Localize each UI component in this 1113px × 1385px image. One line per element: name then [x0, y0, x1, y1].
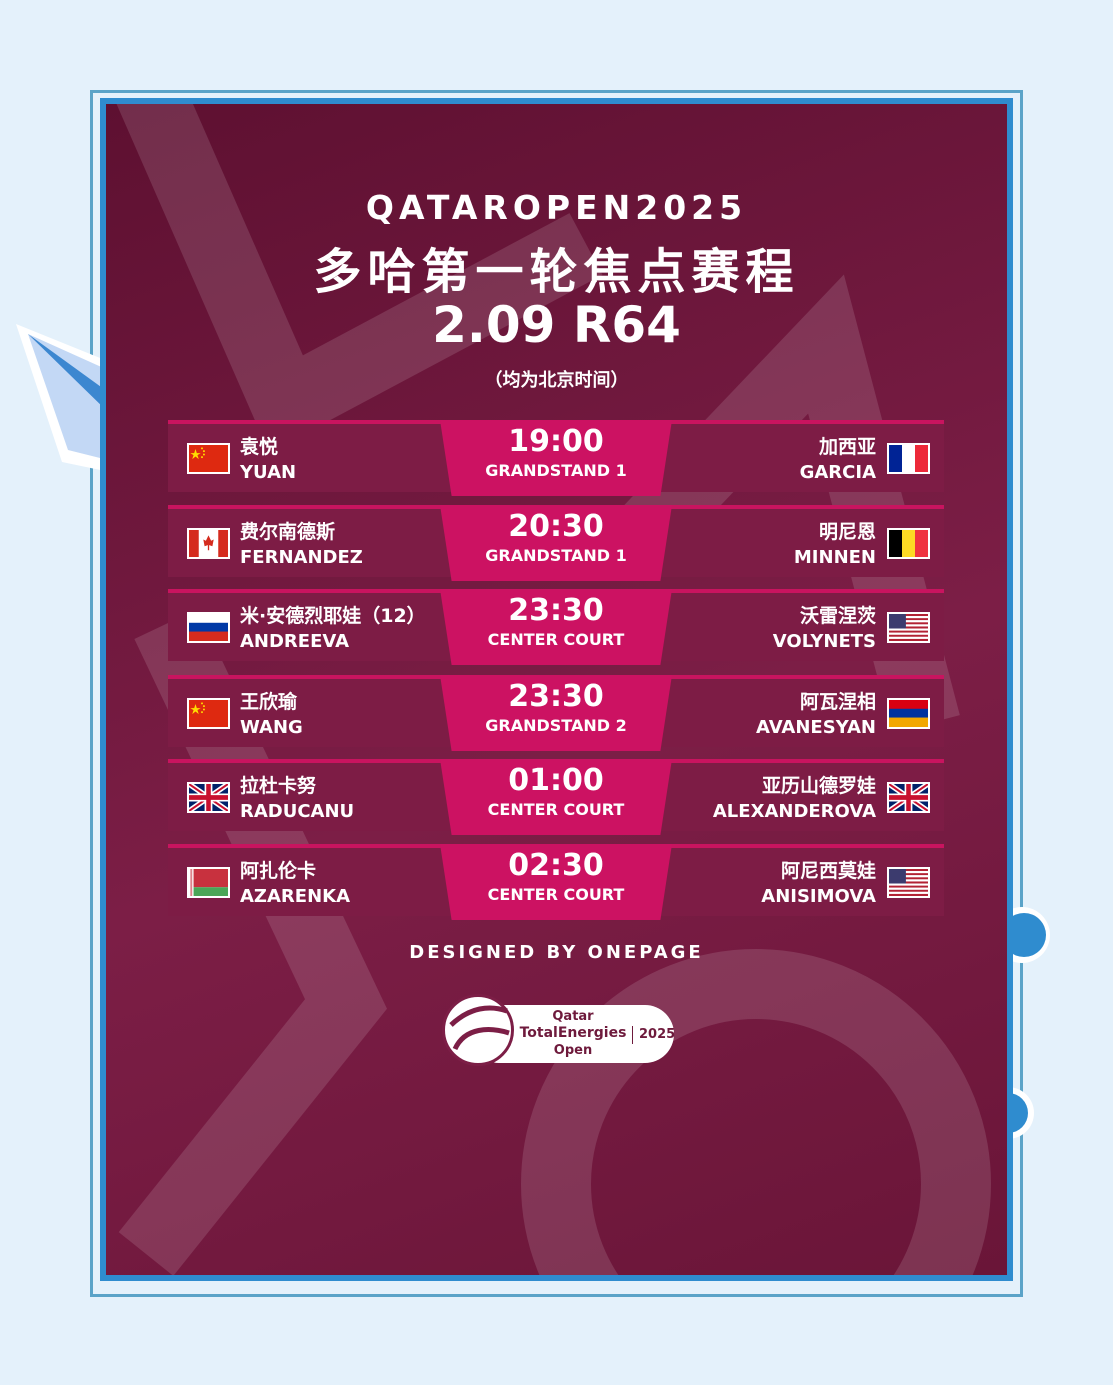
- match-row: 拉杜卡努 RADUCANU 01:00 CENTER COURT 亚历山德罗娃 ALE…: [168, 759, 944, 835]
- logo-year: 2025: [632, 1026, 675, 1044]
- left-player: 费尔南德斯 FERNANDEZ: [240, 519, 363, 571]
- logo-line2: TotalEnergies: [519, 1025, 627, 1041]
- player-name-en: ANISIMOVA: [761, 886, 876, 907]
- match-row: 费尔南德斯 FERNANDEZ 20:30 GRANDSTAND 1 明尼恩 MINN…: [168, 505, 944, 581]
- match-time-venue: 23:30 CENTER COURT: [440, 589, 672, 665]
- player-name-cn: 沃雷涅茨: [799, 605, 876, 627]
- match-row: 米·安德烈耶娃（12） ANDREEVA 23:30 CENTER COURT 沃雷…: [168, 589, 944, 665]
- player-name-cn: 阿扎伦卡: [240, 860, 317, 882]
- tournament-logo: Qatar TotalEnergies Open 2025: [442, 994, 676, 1066]
- match-venue: CENTER COURT: [487, 885, 625, 904]
- match-time-venue: 23:30 GRANDSTAND 2: [440, 675, 672, 751]
- left-player: 米·安德烈耶娃（12） ANDREEVA: [240, 603, 426, 655]
- match-time: 02:30: [508, 848, 604, 883]
- match-venue: CENTER COURT: [487, 800, 625, 819]
- match-time: 23:30: [508, 593, 604, 628]
- player-name-cn: 明尼恩: [818, 521, 876, 543]
- player-name-cn: 加西亚: [818, 436, 876, 458]
- flag-cn-icon: [187, 698, 230, 729]
- player-name-cn: 袁悦: [240, 436, 279, 458]
- match-venue: GRANDSTAND 1: [485, 546, 627, 565]
- match-venue: GRANDSTAND 2: [485, 716, 627, 735]
- right-player: 亚历山德罗娃 ALEXANDEROVA: [713, 773, 876, 825]
- flag-by-icon: [187, 867, 230, 898]
- flag-be-icon: [887, 528, 930, 559]
- title-cn: 多哈第一轮焦点赛程: [313, 244, 800, 300]
- match-row: 袁悦 YUAN 19:00 GRANDSTAND 1 加西亚 GARCIA: [168, 420, 944, 496]
- right-player: 加西亚 GARCIA: [800, 434, 876, 486]
- match-time-venue: 01:00 CENTER COURT: [440, 759, 672, 835]
- match-time: 01:00: [508, 763, 604, 798]
- paper-plane-icon: [16, 324, 110, 472]
- player-name-en: AZARENKA: [240, 886, 351, 907]
- player-name-en: YUAN: [240, 462, 297, 483]
- player-name-en: AVANESYAN: [756, 717, 876, 738]
- outer-frame: [90, 90, 1023, 1297]
- flag-fr-icon: [887, 443, 930, 474]
- player-name-cn: 米·安德烈耶娃（12）: [240, 605, 426, 627]
- flag-gb-icon: [187, 782, 230, 813]
- match-time-venue: 20:30 GRANDSTAND 1: [440, 505, 672, 581]
- player-name-en: GARCIA: [799, 462, 876, 483]
- match-venue: CENTER COURT: [487, 630, 625, 649]
- date-round: 2.09 R64: [432, 296, 681, 354]
- match-venue: GRANDSTAND 1: [485, 461, 627, 480]
- match-time-venue: 19:00 GRANDSTAND 1: [440, 420, 672, 496]
- right-player: 阿尼西莫娃 ANISIMOVA: [761, 858, 876, 910]
- player-name-cn: 费尔南德斯: [240, 521, 336, 543]
- left-player: 袁悦 YUAN: [240, 434, 296, 486]
- match-time: 19:00: [508, 424, 604, 459]
- player-name-cn: 阿瓦涅相: [799, 691, 876, 713]
- flag-us-icon: [887, 867, 930, 898]
- schedule-card: QATAROPEN2025 多哈第一轮焦点赛程 2.09 R64 （均为北京时间…: [106, 104, 1007, 1275]
- timezone-note: （均为北京时间）: [484, 370, 629, 391]
- match-row: 阿扎伦卡 AZARENKA 02:30 CENTER COURT 阿尼西莫娃 ANIS…: [168, 844, 944, 920]
- logo-line3: Open: [553, 1043, 593, 1058]
- match-time: 23:30: [508, 679, 604, 714]
- left-player: 拉杜卡努 RADUCANU: [240, 773, 354, 825]
- player-name-en: FERNANDEZ: [240, 547, 363, 568]
- player-name-cn: 阿尼西莫娃: [780, 860, 876, 882]
- player-name-en: ANDREEVA: [240, 631, 350, 652]
- player-name-en: MINNEN: [793, 547, 876, 568]
- flag-ca-icon: [187, 528, 230, 559]
- player-name-en: WANG: [240, 717, 303, 738]
- tennis-ball-icon: [442, 994, 514, 1066]
- title-en: QATAROPEN2025: [365, 188, 748, 227]
- left-player: 王欣瑜 WANG: [240, 689, 303, 741]
- match-row: 王欣瑜 WANG 23:30 GRANDSTAND 2 阿瓦涅相 AVANESYAN: [168, 675, 944, 751]
- designed-by: DESIGNED BY ONEPAGE: [409, 942, 704, 963]
- left-player: 阿扎伦卡 AZARENKA: [240, 858, 350, 910]
- match-time-venue: 02:30 CENTER COURT: [440, 844, 672, 920]
- inner-frame: [100, 98, 1013, 1281]
- flag-gb-icon: [887, 782, 930, 813]
- match-time: 20:30: [508, 509, 604, 544]
- logo-line1: Qatar: [552, 1009, 594, 1024]
- flag-cn-icon: [187, 443, 230, 474]
- right-player: 沃雷涅茨 VOLYNETS: [773, 603, 876, 655]
- player-name-cn: 亚历山德罗娃: [761, 775, 876, 797]
- flag-ru-icon: [187, 612, 230, 643]
- player-name-en: RADUCANU: [240, 801, 355, 822]
- right-player: 阿瓦涅相 AVANESYAN: [756, 689, 876, 741]
- flag-am-icon: [887, 698, 930, 729]
- flag-us-icon: [887, 612, 930, 643]
- player-name-en: ALEXANDEROVA: [712, 801, 876, 822]
- player-name-cn: 王欣瑜: [240, 691, 298, 713]
- right-player: 明尼恩 MINNEN: [794, 519, 876, 571]
- player-name-en: VOLYNETS: [772, 631, 876, 652]
- player-name-cn: 拉杜卡努: [240, 775, 317, 797]
